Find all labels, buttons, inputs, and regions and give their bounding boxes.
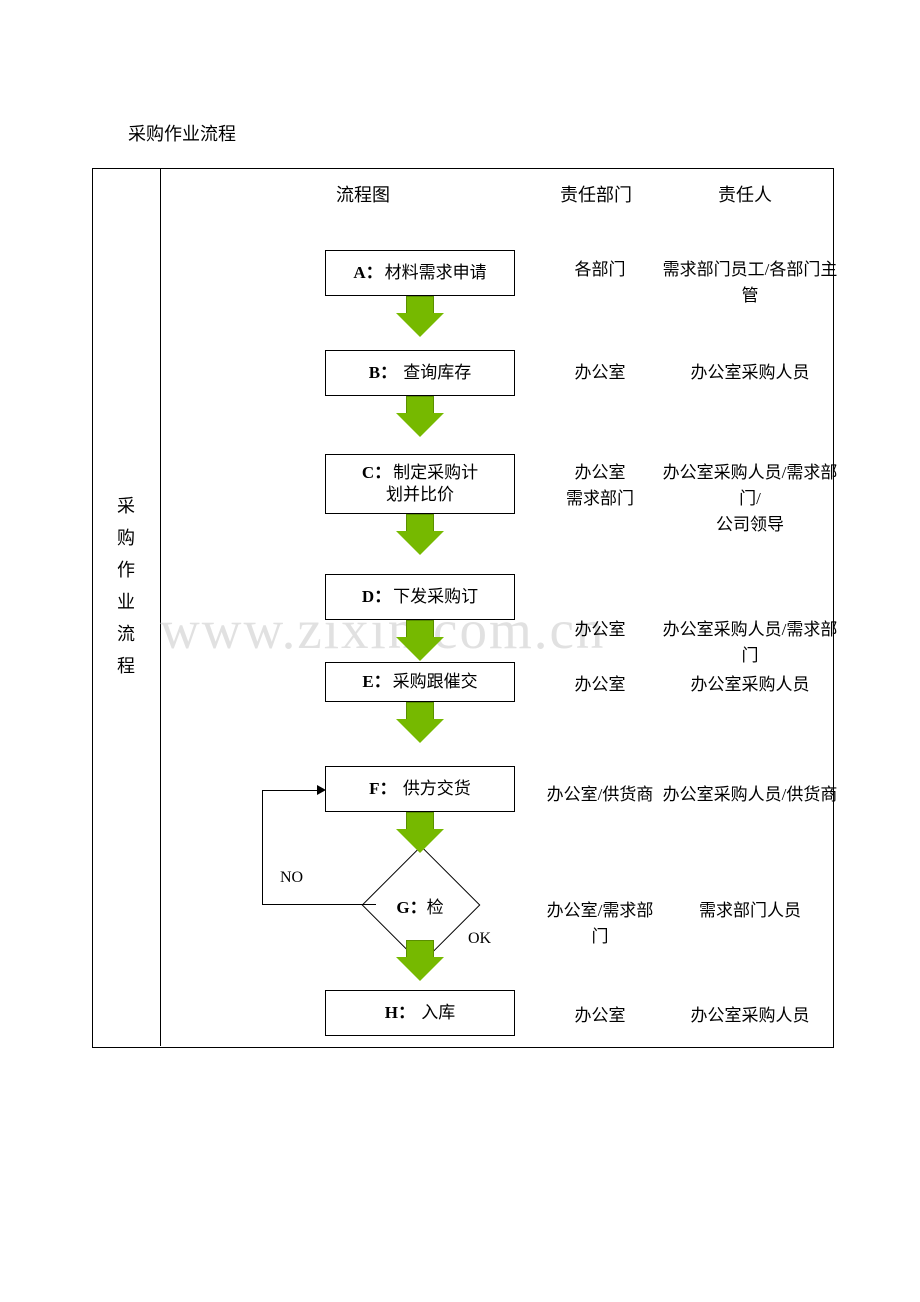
flow-node-d: D：下发采购订	[325, 574, 515, 620]
flow-node-a: A：材料需求申请	[325, 250, 515, 296]
dept-cell: 办公室	[540, 1003, 660, 1029]
header-dept: 责任部门	[560, 181, 632, 207]
arrow-down-icon	[396, 531, 444, 555]
arrow-down-icon	[396, 413, 444, 437]
flow-node-b: B： 查询库存	[325, 350, 515, 396]
edge-no	[262, 790, 263, 904]
dept-cell: 办公室/需求部门	[540, 898, 660, 950]
person-cell: 办公室采购人员	[660, 1003, 840, 1029]
header-flow: 流程图	[336, 181, 390, 207]
arrow-down-icon	[406, 396, 434, 414]
flow-node-e: E：采购跟催交	[325, 662, 515, 702]
arrow-down-icon	[396, 829, 444, 853]
arrow-down-icon	[406, 296, 434, 314]
arrow-down-icon	[406, 620, 434, 638]
arrow-down-icon	[406, 812, 434, 830]
person-cell: 办公室采购人员	[660, 672, 840, 698]
flow-node-f: F： 供方交货	[325, 766, 515, 812]
dept-cell: 办公室	[540, 617, 660, 643]
flow-node-h: H： 入库	[325, 990, 515, 1036]
flow-node-c: C：制定采购计划并比价	[325, 454, 515, 514]
person-cell: 需求部门人员	[660, 898, 840, 924]
person-cell: 办公室采购人员/供货商	[660, 782, 840, 808]
edge-label-no: NO	[280, 869, 303, 887]
arrow-down-icon	[406, 940, 434, 958]
person-cell: 需求部门员工/各部门主管	[660, 257, 840, 309]
arrow-down-icon	[406, 702, 434, 720]
edge-no	[262, 790, 317, 791]
arrow-down-icon	[396, 313, 444, 337]
arrow-down-icon	[396, 719, 444, 743]
dept-cell: 各部门	[540, 257, 660, 283]
side-divider	[160, 168, 161, 1046]
arrow-down-icon	[406, 514, 434, 532]
person-cell: 办公室采购人员/需求部门	[660, 617, 840, 669]
arrow-down-icon	[396, 637, 444, 661]
dept-cell: 办公室	[540, 360, 660, 386]
dept-cell: 办公室	[540, 672, 660, 698]
person-cell: 办公室采购人员/需求部门/公司领导	[660, 460, 840, 538]
edge-no-arrowhead-icon	[317, 785, 326, 795]
person-cell: 办公室采购人员	[660, 360, 840, 386]
dept-cell: 办公室需求部门	[540, 460, 660, 512]
edge-no	[262, 904, 376, 905]
dept-cell: 办公室/供货商	[540, 782, 660, 808]
edge-label-ok: OK	[468, 930, 491, 948]
page-title: 采购作业流程	[128, 120, 236, 146]
side-label: 采购作业流程	[106, 490, 146, 682]
header-person: 责任人	[718, 181, 772, 207]
arrow-down-icon	[396, 957, 444, 981]
